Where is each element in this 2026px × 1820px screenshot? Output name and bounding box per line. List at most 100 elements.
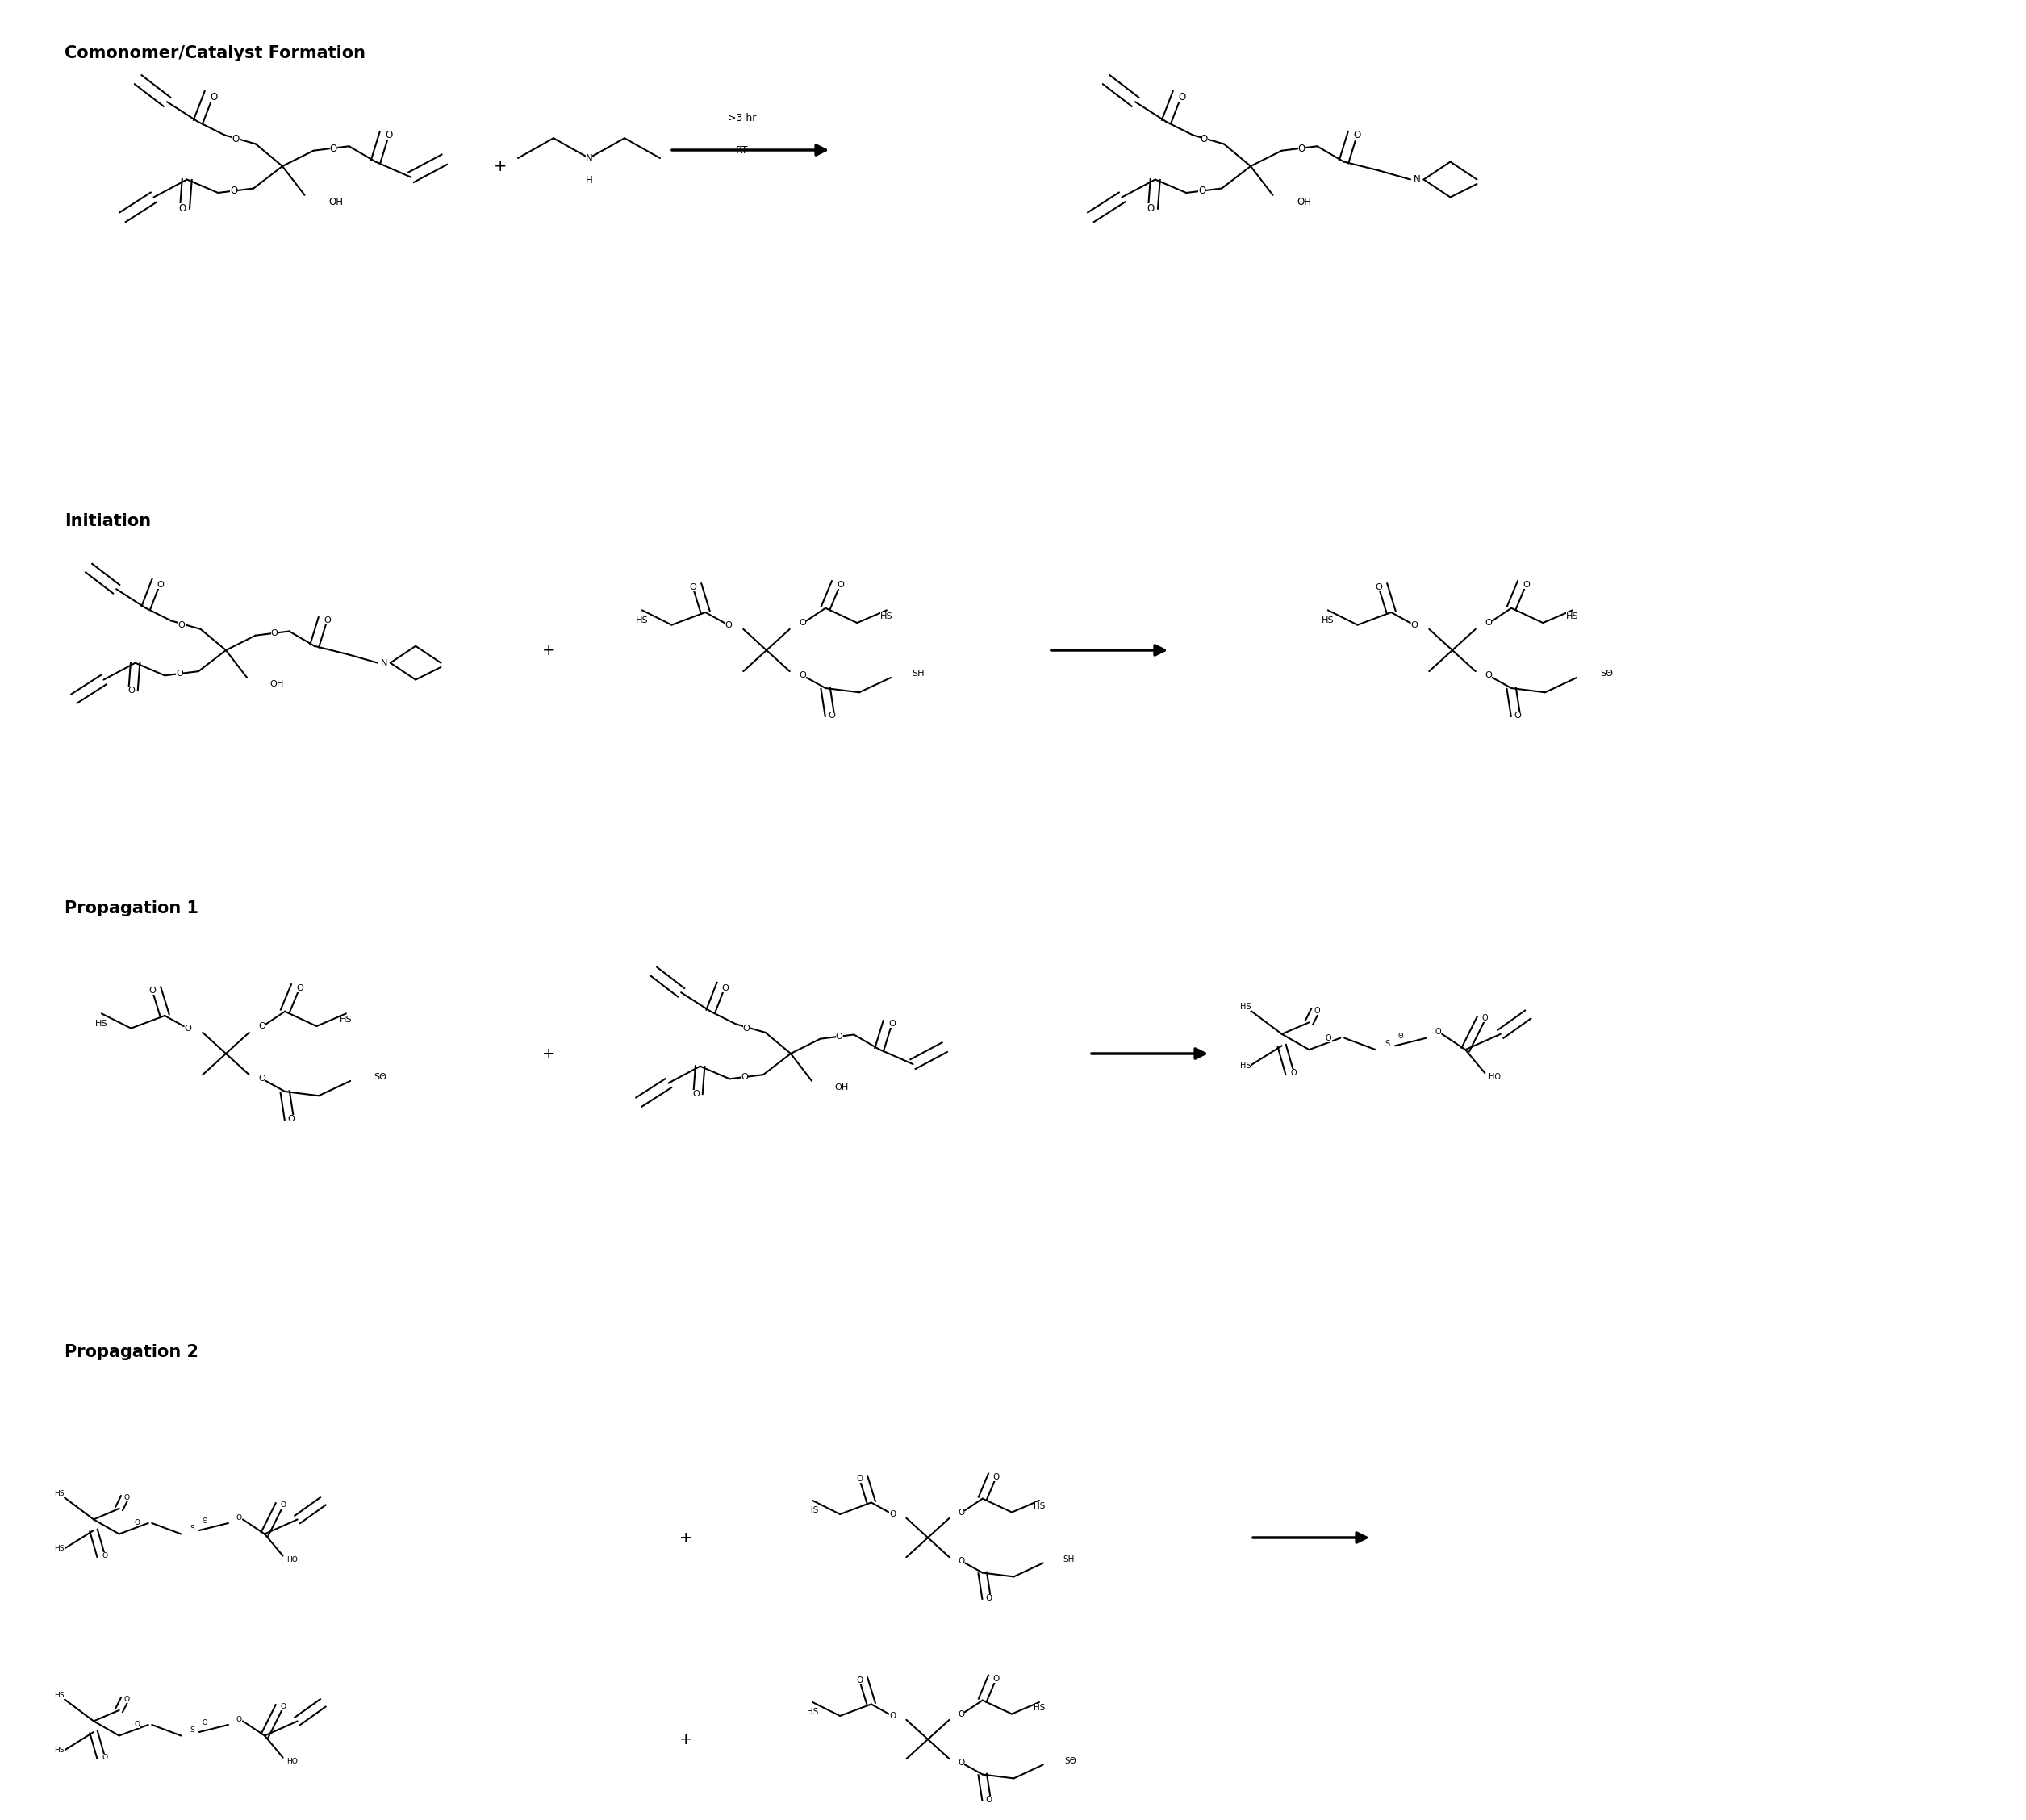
- Text: O: O: [857, 1474, 863, 1483]
- Text: O: O: [1481, 1014, 1487, 1023]
- Text: O: O: [742, 1072, 748, 1081]
- Text: OH: OH: [269, 681, 284, 688]
- Text: O: O: [324, 617, 330, 624]
- Text: O: O: [958, 1509, 964, 1516]
- Text: O: O: [134, 1520, 140, 1527]
- Text: O: O: [1291, 1068, 1297, 1077]
- Text: O: O: [798, 672, 806, 679]
- Text: +: +: [679, 1731, 693, 1747]
- Text: Θ: Θ: [203, 1720, 207, 1727]
- Text: O: O: [798, 619, 806, 626]
- Text: O: O: [124, 1494, 130, 1502]
- Text: SH: SH: [912, 670, 924, 677]
- Text: O: O: [985, 1796, 993, 1804]
- Text: SΘ: SΘ: [373, 1072, 387, 1081]
- Text: O: O: [178, 204, 186, 213]
- Text: O: O: [1513, 712, 1522, 719]
- Text: O: O: [257, 1023, 265, 1030]
- Text: O: O: [693, 1090, 699, 1097]
- Text: Θ: Θ: [203, 1518, 207, 1525]
- Text: O: O: [689, 582, 697, 591]
- Text: O: O: [156, 581, 164, 590]
- Text: +: +: [679, 1531, 693, 1545]
- Text: HS: HS: [55, 1747, 65, 1754]
- Text: O: O: [721, 985, 729, 992]
- Text: HS: HS: [340, 1016, 353, 1025]
- Text: O: O: [1485, 619, 1491, 626]
- Text: +: +: [543, 1046, 555, 1061]
- Text: O: O: [184, 1025, 192, 1032]
- Text: O: O: [1353, 129, 1361, 140]
- Text: O: O: [857, 1676, 863, 1685]
- Text: O: O: [889, 1511, 895, 1518]
- Text: SΘ: SΘ: [1601, 670, 1613, 677]
- Text: O: O: [280, 1704, 286, 1711]
- Text: O: O: [148, 986, 156, 994]
- Text: O: O: [837, 581, 845, 590]
- Text: O: O: [271, 630, 278, 637]
- Text: O: O: [1376, 582, 1382, 591]
- Text: O: O: [1315, 1006, 1321, 1016]
- Text: OH: OH: [1297, 197, 1311, 207]
- Text: O: O: [296, 985, 304, 992]
- Text: O: O: [178, 621, 184, 630]
- Text: O: O: [985, 1594, 993, 1602]
- Text: HO: HO: [1489, 1074, 1501, 1081]
- Text: HS: HS: [806, 1707, 819, 1716]
- Text: O: O: [993, 1674, 999, 1684]
- Text: HS: HS: [55, 1545, 65, 1552]
- Text: O: O: [725, 621, 731, 630]
- Text: N: N: [381, 659, 387, 666]
- Text: HS: HS: [1033, 1704, 1045, 1713]
- Text: O: O: [176, 670, 182, 677]
- Text: HS: HS: [55, 1693, 65, 1700]
- Text: N: N: [586, 153, 592, 164]
- Text: HS: HS: [1240, 1003, 1250, 1010]
- Text: Θ: Θ: [1398, 1032, 1404, 1039]
- Text: N: N: [1414, 175, 1420, 186]
- Text: HS: HS: [636, 617, 648, 624]
- Text: O: O: [1485, 672, 1491, 679]
- Text: S: S: [190, 1525, 194, 1532]
- Text: O: O: [101, 1754, 107, 1762]
- Text: O: O: [229, 186, 237, 197]
- Text: O: O: [1325, 1034, 1331, 1043]
- Text: OH: OH: [328, 197, 344, 207]
- Text: HO: HO: [286, 1758, 298, 1765]
- Text: O: O: [887, 1019, 895, 1028]
- Text: O: O: [385, 129, 393, 140]
- Text: O: O: [1199, 135, 1207, 146]
- Text: O: O: [835, 1032, 843, 1041]
- Text: O: O: [1197, 186, 1205, 197]
- Text: O: O: [237, 1514, 241, 1522]
- Text: OH: OH: [835, 1083, 849, 1092]
- Text: Propagation 2: Propagation 2: [65, 1343, 199, 1360]
- Text: O: O: [958, 1558, 964, 1565]
- Text: >3 hr: >3 hr: [727, 113, 756, 124]
- Text: Initiation: Initiation: [65, 513, 152, 530]
- Text: O: O: [993, 1472, 999, 1481]
- Text: O: O: [211, 93, 217, 102]
- Text: RT: RT: [735, 146, 748, 155]
- Text: O: O: [128, 686, 134, 693]
- Text: O: O: [1299, 144, 1305, 153]
- Text: O: O: [233, 135, 239, 146]
- Text: O: O: [1410, 621, 1418, 630]
- Text: +: +: [543, 642, 555, 657]
- Text: O: O: [257, 1076, 265, 1083]
- Text: O: O: [829, 712, 835, 719]
- Text: S: S: [190, 1727, 194, 1734]
- Text: O: O: [744, 1025, 750, 1032]
- Text: O: O: [124, 1696, 130, 1704]
- Text: S: S: [1386, 1039, 1390, 1048]
- Text: O: O: [1147, 204, 1155, 213]
- Text: O: O: [958, 1758, 964, 1767]
- Text: H: H: [586, 175, 592, 186]
- Text: O: O: [288, 1116, 296, 1123]
- Text: SH: SH: [1062, 1554, 1074, 1563]
- Text: HS: HS: [95, 1019, 107, 1028]
- Text: HS: HS: [1240, 1061, 1250, 1070]
- Text: HS: HS: [1566, 613, 1578, 621]
- Text: HS: HS: [881, 613, 893, 621]
- Text: HO: HO: [286, 1556, 298, 1563]
